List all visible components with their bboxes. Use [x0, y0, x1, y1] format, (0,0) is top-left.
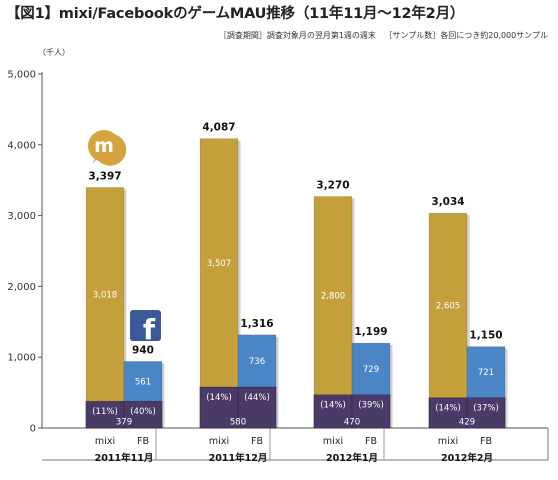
bar-top-segment — [199, 138, 239, 388]
bar-base-value-label: 429 — [459, 418, 475, 428]
bar-total-label: 940 — [132, 344, 154, 356]
bar-base-segment — [237, 386, 277, 429]
bar-shadow — [124, 189, 127, 428]
bar-shadow — [276, 336, 279, 428]
facebook-logo-icon: f — [130, 310, 161, 346]
bar-top-segment — [351, 342, 391, 396]
bar-base-value-label: 470 — [344, 418, 360, 428]
x-category-label: mixi — [95, 436, 115, 447]
bar-share-label: (14%) — [206, 393, 232, 403]
bar-top-value-label: 2,800 — [321, 292, 345, 302]
bar-base-segment — [199, 386, 239, 429]
bar-total-label: 1,199 — [354, 326, 387, 338]
bar-shadow — [238, 140, 241, 429]
bar-share-label: (39%) — [358, 401, 384, 411]
x-category-label: mixi — [323, 436, 343, 447]
chart-title: 【図1】mixi/FacebookのゲームMAU推移（11年11月～12年2月） — [6, 6, 465, 22]
bar-share-label: (14%) — [320, 401, 346, 411]
y-tick-label: 5,000 — [7, 70, 36, 81]
logos: mf — [88, 130, 161, 346]
bar-share-label: (44%) — [244, 393, 270, 403]
y-tick-label: 2,000 — [7, 282, 36, 293]
bars — [85, 138, 508, 429]
y-tick-label: 4,000 — [7, 140, 36, 151]
bar-total-label: 3,270 — [316, 179, 349, 191]
mixi-logo-glyph: m — [94, 135, 114, 157]
facebook-logo-glyph: f — [143, 313, 156, 346]
bar-top-value-label: 721 — [478, 368, 494, 378]
bar-total-label: 3,034 — [431, 196, 464, 208]
bar-top-value-label: 3,018 — [93, 290, 117, 300]
x-category-label: FB — [365, 436, 377, 447]
mixi-logo-circle — [88, 130, 120, 162]
bar-base-value-label: 580 — [230, 418, 246, 428]
survey-period: ［調査期間］調査対象月の翌月第1週の週末 — [218, 31, 376, 40]
bar-base-value-label: 379 — [116, 418, 132, 428]
x-period-label: 2012年1月 — [326, 452, 378, 464]
bar-base-segment — [351, 394, 391, 429]
labels: 3,3973,018(11%)379mixi940561(40%)FB2011年… — [88, 122, 502, 464]
bar-top-segment — [123, 361, 163, 402]
x-category-label: FB — [137, 436, 149, 447]
bar-total-label: 1,150 — [469, 330, 502, 342]
bar-top-segment — [313, 196, 353, 396]
bar-base-segment — [428, 397, 468, 429]
bar-top-segment — [466, 346, 506, 398]
bar-top-value-label: 736 — [249, 357, 265, 367]
bar-base-segment — [313, 394, 353, 429]
y-tick-label: 1,000 — [7, 353, 36, 364]
x-period-label: 2011年11月 — [95, 452, 154, 464]
y-tick-label: 0 — [30, 424, 36, 435]
bar-top-value-label: 3,507 — [207, 259, 231, 269]
sample-size: ［サンプル数］各回につき約20,000サンプル — [384, 31, 548, 40]
mixi-logo-icon: m — [88, 130, 127, 166]
bar-shadow — [162, 363, 165, 428]
bar-total-label: 3,397 — [88, 170, 121, 182]
x-period-label: 2012年2月 — [441, 452, 493, 464]
bar-top-value-label: 729 — [363, 365, 379, 375]
bar-shadow — [352, 198, 355, 428]
bar-share-label: (40%) — [130, 407, 156, 417]
bar-top-value-label: 2,605 — [436, 301, 460, 311]
bar-top-segment — [237, 334, 277, 388]
bar-share-label: (11%) — [92, 407, 118, 417]
bar-top-value-label: 561 — [135, 377, 151, 387]
bar-shadow — [505, 348, 508, 428]
bar-share-label: (37%) — [473, 404, 499, 414]
facebook-logo-box — [130, 310, 161, 341]
y-axis-unit: （千人） — [38, 48, 70, 57]
bar-share-label: (14%) — [435, 404, 461, 414]
x-period-label: 2011年12月 — [209, 452, 268, 464]
bar-shadow — [467, 215, 470, 428]
bar-shadow — [390, 345, 393, 428]
bar-top-segment — [428, 212, 468, 398]
bar-top-segment — [85, 187, 125, 402]
bar-total-label: 1,316 — [240, 318, 273, 330]
x-category-label: mixi — [209, 436, 229, 447]
bar-base-segment — [466, 397, 506, 429]
y-tick-label: 3,000 — [7, 211, 36, 222]
x-category-label: mixi — [438, 436, 458, 447]
x-category-label: FB — [480, 436, 492, 447]
bar-total-label: 4,087 — [202, 122, 235, 134]
survey-info: ［調査期間］調査対象月の翌月第1週の週末 ［サンプル数］各回につき約20,000… — [213, 30, 548, 41]
x-category-label: FB — [251, 436, 263, 447]
